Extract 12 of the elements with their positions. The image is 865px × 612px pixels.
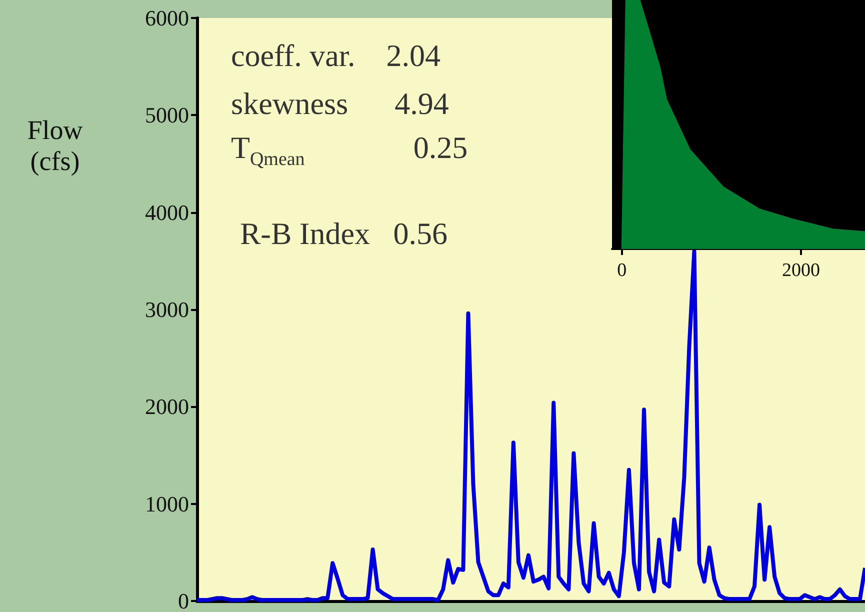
annotation: skewness 4.94: [231, 86, 449, 122]
y-tick-label: 2000: [145, 394, 189, 420]
y-tick-label: 6000: [145, 6, 189, 30]
y-axis-title: Flow (cfs): [26, 115, 84, 177]
y-tick-label: 4000: [145, 200, 189, 225]
y-tick-label: 0: [178, 588, 189, 612]
y-tick-label: 3000: [145, 297, 189, 322]
annotation: coeff. var. 2.04: [231, 38, 440, 74]
y-tick-label: 5000: [145, 102, 189, 128]
text: T$_{Qmean}$ 0.25: [231, 130, 468, 170]
y-tick-label: 1000: [145, 491, 189, 516]
annotation: R-B Index 0.56: [240, 216, 448, 252]
